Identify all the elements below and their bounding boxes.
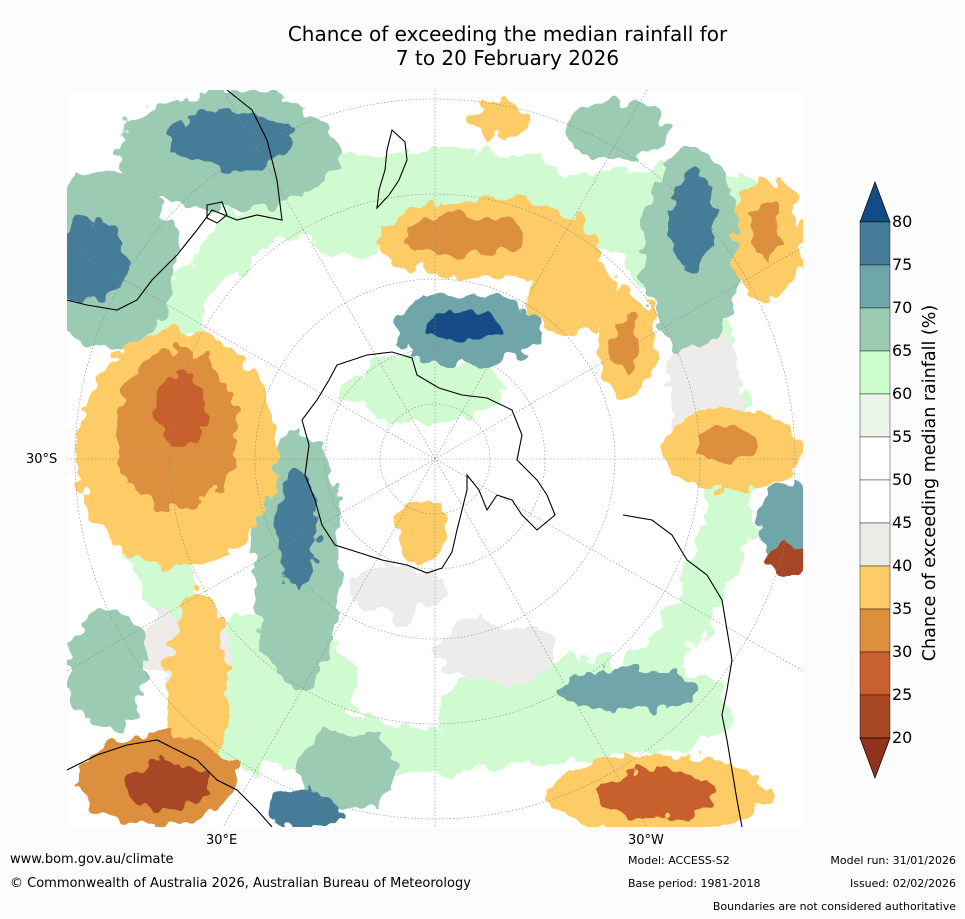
colorbar-tick-45: 45 bbox=[892, 513, 913, 532]
colorbar-tick-40: 40 bbox=[892, 556, 913, 575]
colorbar-tick-25: 25 bbox=[892, 685, 913, 704]
colorbar-bin-35-40 bbox=[859, 565, 891, 610]
coastlines bbox=[67, 90, 743, 827]
footer-url[interactable]: www.bom.gov.au/climate bbox=[10, 852, 174, 867]
colorbar-title: Chance of exceeding median rainfall (%) bbox=[920, 304, 940, 662]
title-line-1: Chance of exceeding the median rainfall … bbox=[287, 22, 728, 46]
colorbar-tick-60: 60 bbox=[892, 384, 913, 403]
footer-base-period: Base period: 1981-2018 bbox=[628, 877, 761, 890]
colorbar-bin-70-75 bbox=[859, 264, 891, 309]
africa-coast bbox=[67, 739, 273, 827]
graticule bbox=[67, 90, 803, 827]
footer-disclaimer: Boundaries are not considered authoritat… bbox=[712, 900, 956, 913]
colorbar-bin-65-70 bbox=[859, 307, 891, 352]
colorbar-bin-<20 bbox=[859, 737, 891, 779]
colorbar-bin-60-65 bbox=[859, 350, 891, 395]
footer-copyright: © Commonwealth of Australia 2026, Austra… bbox=[10, 876, 471, 891]
tasmania-coast bbox=[206, 201, 228, 224]
colorbar-bin-45-50 bbox=[859, 479, 891, 524]
footer-issued: Issued: 02/02/2026 bbox=[849, 877, 956, 890]
map-canvas bbox=[67, 90, 803, 827]
colorbar-tick-70: 70 bbox=[892, 298, 913, 317]
colorbar-bin-40-45 bbox=[859, 522, 891, 567]
new-zealand-coast bbox=[376, 128, 408, 210]
colorbar bbox=[859, 181, 891, 779]
map-title: Chance of exceeding the median rainfall … bbox=[0, 22, 965, 70]
colorbar-tick-50: 50 bbox=[892, 470, 913, 489]
rainfall-map[interactable] bbox=[67, 90, 803, 827]
colorbar-tick-30: 30 bbox=[892, 642, 913, 661]
colorbar-tick-35: 35 bbox=[892, 599, 913, 618]
colorbar-bin-25-30 bbox=[859, 651, 891, 696]
latitude-label-30s: 30°S bbox=[26, 452, 58, 467]
australia-coast bbox=[67, 90, 283, 311]
footer-model: Model: ACCESS-S2 bbox=[628, 854, 730, 867]
colorbar-tick-75: 75 bbox=[892, 255, 913, 274]
colorbar-tick-80: 80 bbox=[892, 212, 913, 231]
colorbar-tick-20: 20 bbox=[892, 728, 913, 747]
footer-model-run: Model run: 31/01/2026 bbox=[830, 854, 956, 867]
colorbar-bin-80+ bbox=[859, 181, 891, 223]
colorbar-bin-20-25 bbox=[859, 694, 891, 739]
dry-anomalies bbox=[77, 102, 803, 827]
title-line-2: 7 to 20 February 2026 bbox=[395, 46, 620, 70]
colorbar-bin-30-35 bbox=[859, 608, 891, 653]
colorbar-tick-65: 65 bbox=[892, 341, 913, 360]
antarctica-coast bbox=[301, 351, 556, 574]
colorbar-tick-55: 55 bbox=[892, 427, 913, 446]
longitude-label-30e: 30°E bbox=[206, 833, 238, 848]
south-america-coast bbox=[622, 514, 743, 827]
wet-anomalies bbox=[67, 90, 803, 827]
colorbar-bin-75-80 bbox=[859, 221, 891, 266]
colorbar-bin-55-60 bbox=[859, 393, 891, 438]
longitude-label-30w: 30°W bbox=[628, 833, 664, 848]
colorbar-bin-50-55 bbox=[859, 436, 891, 481]
